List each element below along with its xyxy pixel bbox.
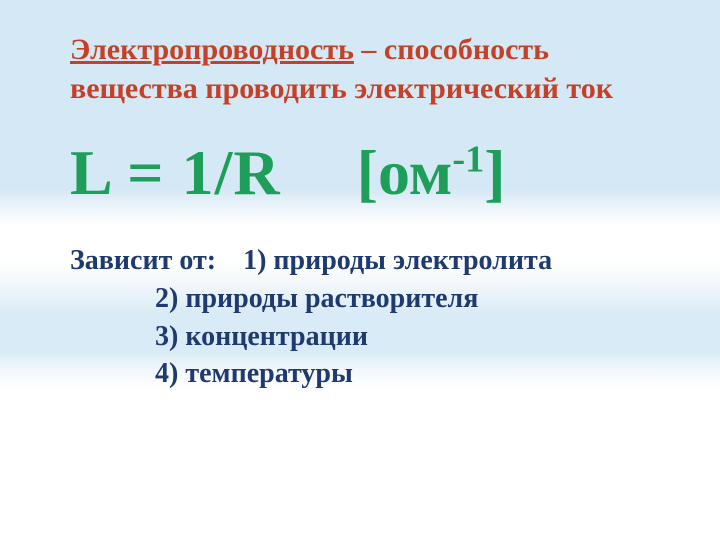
title-term: Электропроводность xyxy=(70,33,354,66)
depends-label: Зависит от: xyxy=(70,245,216,276)
depends-item-2: 2) природы растворителя xyxy=(155,280,680,318)
depends-item-3: 3) концентрации xyxy=(155,318,680,356)
unit-exponent: -1 xyxy=(452,139,484,181)
slide-title: Электропроводность – способность веществ… xyxy=(70,30,680,108)
unit-bracket-close: ] xyxy=(484,137,505,208)
depends-line-1: Зависит от: 1) природы электролита xyxy=(70,242,680,280)
depends-block: Зависит от: 1) природы электролита 2) пр… xyxy=(70,242,680,393)
formula-row: L = 1/R [ом-1] xyxy=(70,136,680,210)
formula-main: L = 1/R xyxy=(70,137,281,208)
formula-unit: [ом-1] xyxy=(357,137,506,208)
unit-bracket-open: [ xyxy=(357,137,378,208)
depends-item-1: 1) природы электролита xyxy=(243,245,552,276)
depends-item-4: 4) температуры xyxy=(155,355,680,393)
slide-container: Электропроводность – способность веществ… xyxy=(0,0,720,540)
unit-base: ом xyxy=(378,137,452,208)
